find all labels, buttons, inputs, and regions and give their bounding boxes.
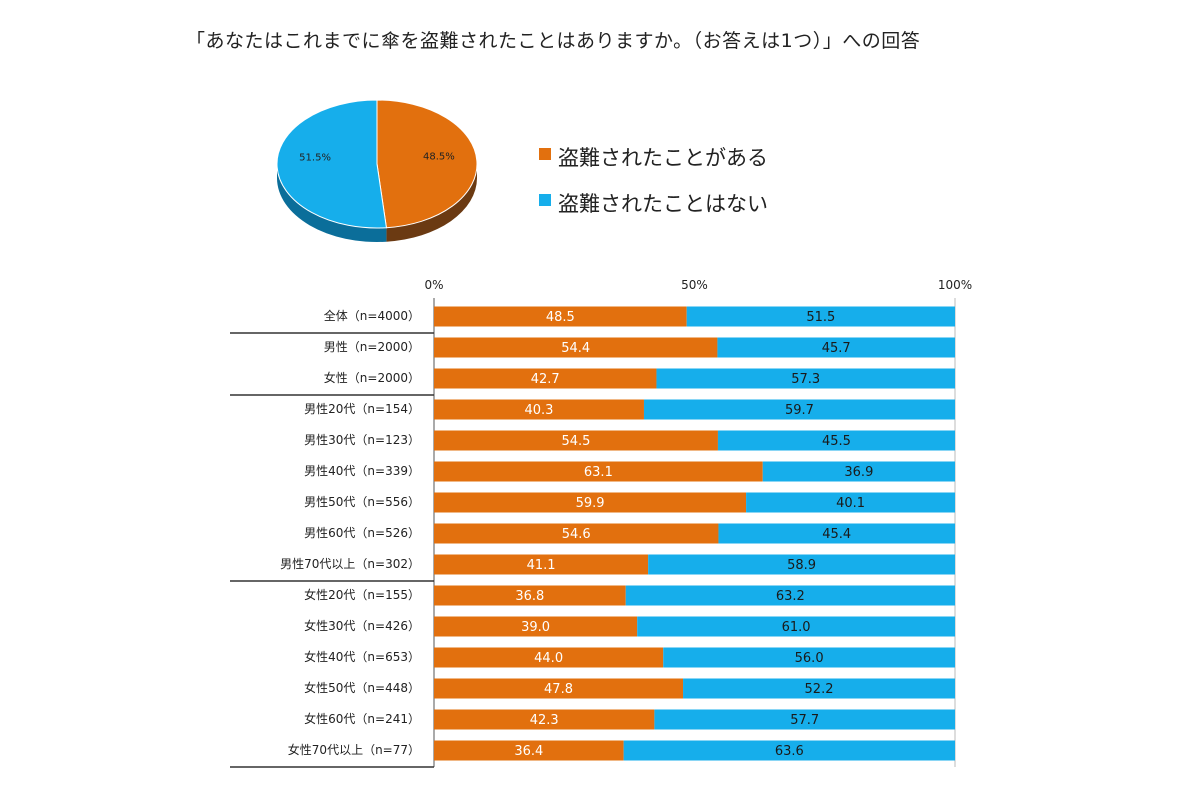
bar-value-label-0-0: 48.5 (546, 310, 575, 325)
legend-label-0: 盗難されたことがある (558, 146, 768, 170)
bar-segment-0-1 (686, 306, 955, 327)
pie-slice-label-1: 51.5% (299, 152, 331, 163)
category-label-10: 女性30代（n=426） (304, 618, 420, 633)
bar-segment-10-1 (637, 616, 955, 637)
pie-side-0 (386, 164, 477, 242)
x-tick-label-1: 50% (681, 278, 708, 292)
bar-segment-6-0 (434, 492, 747, 513)
category-label-14: 女性70代以上（n=77） (288, 742, 420, 757)
bar-value-label-10-1: 61.0 (782, 620, 811, 635)
bar-value-label-3-0: 40.3 (525, 403, 554, 418)
bar-value-label-11-1: 56.0 (795, 651, 824, 666)
bar-segment-0-0 (434, 306, 687, 327)
bar-value-label-6-0: 59.9 (576, 496, 605, 511)
bar-value-label-10-0: 39.0 (521, 620, 550, 635)
bar-value-label-6-1: 40.1 (836, 496, 865, 511)
bar-value-label-12-1: 52.2 (805, 682, 834, 697)
bar-segment-11-0 (434, 647, 664, 668)
bar-value-label-0-1: 51.5 (806, 310, 835, 325)
bar-segment-10-0 (434, 616, 638, 637)
bar-segment-7-0 (434, 523, 719, 544)
bar-value-label-2-1: 57.3 (791, 372, 820, 387)
bar-segment-8-0 (434, 554, 649, 575)
bar-segment-4-0 (434, 430, 718, 451)
legend-label-1: 盗難されたことはない (558, 192, 768, 216)
bar-segment-3-1 (643, 399, 955, 420)
category-label-13: 女性60代（n=241） (304, 711, 420, 726)
bar-value-label-4-1: 45.5 (822, 434, 851, 449)
bar-segment-6-1 (746, 492, 955, 513)
bar-segment-3-0 (434, 399, 644, 420)
bar-value-label-11-0: 44.0 (534, 651, 563, 666)
category-label-2: 女性（n=2000） (324, 370, 420, 385)
x-tick-label-2: 100% (938, 278, 972, 292)
bar-value-label-9-0: 36.8 (515, 589, 544, 604)
bar-value-label-14-1: 63.6 (775, 744, 804, 759)
bar-value-label-9-1: 63.2 (776, 589, 805, 604)
bar-segment-13-0 (434, 709, 655, 730)
bar-segment-12-0 (434, 678, 684, 699)
bar-segment-11-1 (663, 647, 955, 668)
bar-value-label-13-0: 42.3 (530, 713, 559, 728)
category-label-3: 男性20代（n=154） (304, 402, 420, 416)
bar-value-label-8-1: 58.9 (787, 558, 816, 573)
pie-slice-label-0: 48.5% (423, 152, 455, 163)
bar-value-label-1-1: 45.7 (822, 341, 851, 356)
bar-value-label-4-0: 54.5 (561, 434, 590, 449)
bar-value-label-14-0: 36.4 (514, 744, 543, 759)
bar-segment-2-1 (656, 368, 955, 389)
bar-segment-12-1 (683, 678, 955, 699)
bar-value-label-7-1: 45.4 (822, 527, 851, 542)
bar-value-label-2-0: 42.7 (531, 372, 560, 387)
bar-value-label-3-1: 59.7 (785, 403, 814, 418)
bar-segment-14-1 (623, 740, 955, 761)
category-label-7: 男性60代（n=526） (304, 526, 420, 540)
category-label-8: 男性70代以上（n=302） (280, 557, 420, 571)
pie-slice-0 (376, 99, 478, 229)
bar-value-label-13-1: 57.7 (790, 713, 819, 728)
bar-segment-13-1 (654, 709, 955, 730)
category-label-6: 男性50代（n=556） (304, 495, 420, 509)
bar-value-label-5-1: 36.9 (844, 465, 873, 480)
bar-segment-5-1 (762, 461, 955, 482)
bar-segment-2-0 (434, 368, 657, 389)
bar-segment-1-0 (434, 337, 718, 358)
legend-swatch-1 (539, 194, 551, 206)
bar-value-label-8-0: 41.1 (527, 558, 556, 573)
x-tick-label-0: 0% (424, 278, 443, 292)
category-label-12: 女性50代（n=448） (304, 680, 420, 695)
category-label-9: 女性20代（n=155） (304, 587, 420, 602)
bar-segment-14-0 (434, 740, 624, 761)
bar-segment-7-1 (718, 523, 955, 544)
bar-segment-5-0 (434, 461, 763, 482)
bar-value-label-7-0: 54.6 (562, 527, 591, 542)
bar-segment-9-1 (625, 585, 955, 606)
category-label-5: 男性40代（n=339） (304, 464, 420, 478)
category-label-4: 男性30代（n=123） (304, 433, 420, 447)
bar-segment-1-1 (717, 337, 955, 358)
chart-title: 「あなたはこれまでに傘を盗難されたことはありますか。（お答えは1つ）」への回答 (186, 30, 921, 52)
category-label-0: 全体（n=4000） (324, 308, 420, 323)
pie-side-1 (277, 164, 387, 243)
category-label-1: 男性（n=2000） (324, 340, 420, 354)
category-label-11: 女性40代（n=653） (304, 649, 420, 664)
bar-segment-4-1 (717, 430, 955, 451)
legend-swatch-0 (539, 148, 551, 160)
bar-segment-8-1 (648, 554, 955, 575)
bar-value-label-5-0: 63.1 (584, 465, 613, 480)
pie-slice-1 (276, 99, 387, 229)
bar-value-label-12-0: 47.8 (544, 682, 573, 697)
bar-value-label-1-0: 54.4 (561, 341, 590, 356)
bar-segment-9-0 (434, 585, 626, 606)
